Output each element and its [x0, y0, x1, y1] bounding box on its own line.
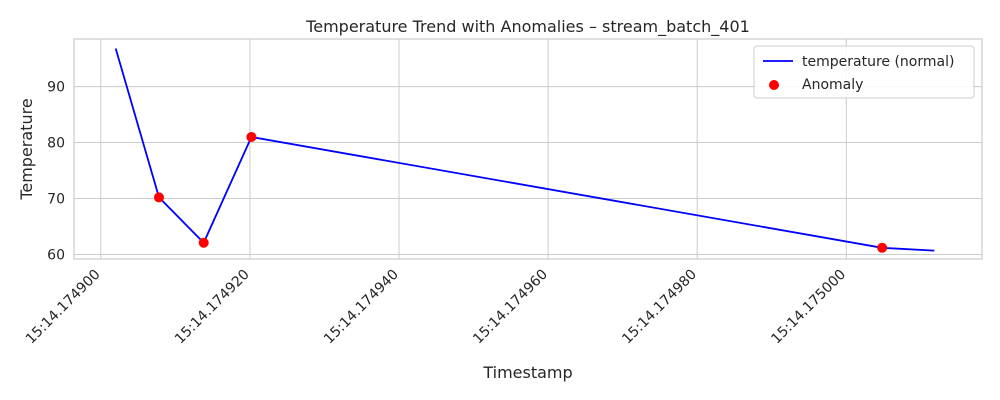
y-tick-label: 70	[47, 192, 65, 208]
chart-title: Temperature Trend with Anomalies – strea…	[305, 17, 750, 37]
legend-label-normal: temperature (normal)	[802, 54, 954, 70]
x-tick-labels: 15:14.174900 15:14.174920 15:14.174940 15:1…	[23, 267, 849, 348]
series-layer	[114, 48, 935, 253]
plot-area	[73, 38, 983, 260]
anomaly-point	[246, 131, 257, 142]
y-tick-label: 80	[47, 136, 65, 152]
y-tick-labels: 60 70 80 90	[47, 80, 65, 264]
anomaly-point	[153, 192, 164, 203]
anomaly-point	[877, 242, 888, 253]
y-tick-label: 90	[47, 80, 65, 96]
x-tick-label: 15:14.174960	[470, 267, 551, 348]
y-axis-label: Temperature	[17, 98, 36, 200]
legend-marker-swatch	[769, 80, 779, 90]
x-tick-label: 15:14.174900	[23, 267, 104, 348]
temperature-line	[114, 48, 935, 252]
x-tick-label: 15:14.174920	[172, 267, 253, 348]
legend-label-anomaly: Anomaly	[802, 77, 863, 93]
x-tick-label: 15:14.174940	[321, 267, 402, 348]
x-axis-label: Timestamp	[482, 363, 572, 382]
anomaly-point	[198, 237, 209, 248]
x-tick-label: 15:14.174980	[619, 267, 700, 348]
y-tick-label: 60	[47, 248, 65, 264]
legend: temperature (normal) Anomaly	[753, 45, 975, 99]
x-tick-label: 15:14.175000	[768, 267, 849, 348]
legend-box	[753, 45, 975, 99]
